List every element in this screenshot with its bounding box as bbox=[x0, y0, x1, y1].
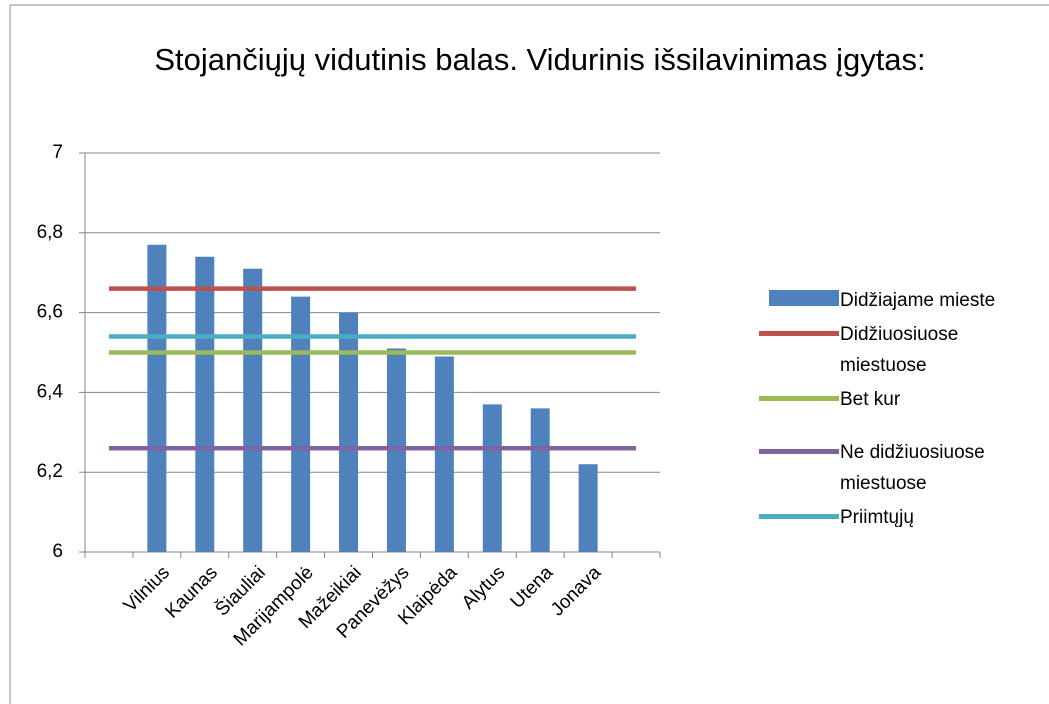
bar bbox=[195, 256, 215, 552]
legend-item: Ne didžiuosiuose miestuose bbox=[757, 437, 1020, 499]
legend-swatch bbox=[759, 331, 839, 336]
y-tick-label: 6,8 bbox=[37, 222, 63, 243]
legend: Didžiajame mieste Didžiuosiuose miestuose… bbox=[757, 285, 1047, 536]
legend-item: Bet kur bbox=[757, 384, 1020, 415]
y-tick-label: 6 bbox=[52, 541, 63, 562]
legend-label: Didžiajame mieste bbox=[840, 290, 996, 311]
y-tick-label: 6,4 bbox=[37, 381, 64, 402]
y-tick-label: 6,2 bbox=[37, 461, 63, 482]
legend-swatch bbox=[769, 290, 839, 306]
x-tick-label: Jonava bbox=[547, 562, 605, 620]
bar bbox=[578, 464, 598, 552]
legend-swatch bbox=[759, 449, 839, 454]
legend-swatch bbox=[759, 396, 839, 401]
x-tick-label: Kaunas bbox=[161, 562, 221, 622]
chart-title: Stojančiųjų vidutinis balas. Vidurinis i… bbox=[154, 42, 926, 77]
legend-label: Didžiuosiuose miestuose bbox=[840, 324, 959, 376]
y-tick-label: 7 bbox=[52, 142, 63, 163]
bar bbox=[434, 356, 454, 552]
legend-swatch bbox=[759, 514, 839, 519]
legend-item: Didžiuosiuose miestuose bbox=[757, 319, 1020, 381]
y-tick-label: 6,6 bbox=[37, 302, 63, 323]
bar bbox=[243, 268, 263, 552]
bar bbox=[147, 244, 167, 552]
legend-label: Bet kur bbox=[840, 389, 901, 410]
x-tick-label: Alytus bbox=[458, 562, 509, 613]
bar bbox=[482, 404, 502, 552]
bar bbox=[291, 296, 311, 552]
bar bbox=[530, 408, 550, 552]
legend-label: Priimtųjų bbox=[840, 507, 914, 528]
legend-label: Ne didžiuosiuose miestuose bbox=[840, 442, 985, 494]
legend-item: Didžiajame mieste bbox=[757, 285, 1020, 316]
bar bbox=[339, 312, 359, 552]
legend-item: Priimtųjų bbox=[757, 502, 1020, 533]
